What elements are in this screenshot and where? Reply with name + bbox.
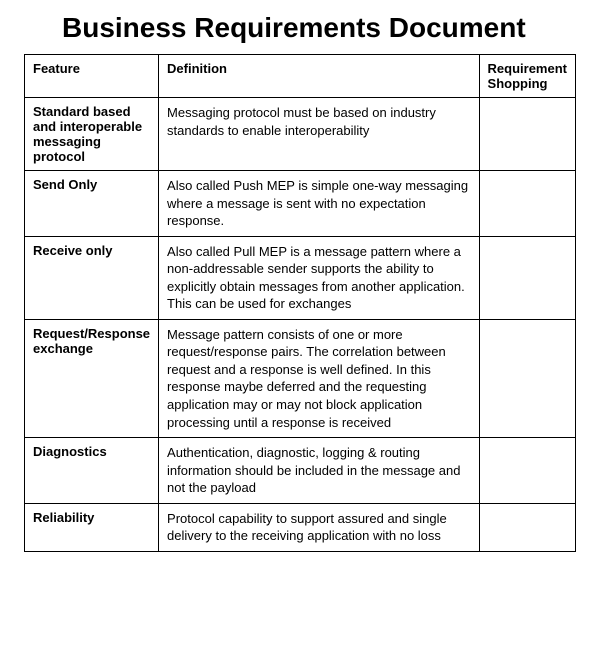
table-header-row: Feature Definition Requirement Shopping [25,55,576,98]
definition-cell: Protocol capability to support assured a… [159,503,479,551]
table-row: Standard based and interoperable messagi… [25,98,576,171]
requirement-cell [479,503,575,551]
definition-cell: Also called Pull MEP is a message patter… [159,236,479,319]
feature-cell: Reliability [25,503,159,551]
requirement-cell [479,438,575,504]
feature-cell: Receive only [25,236,159,319]
feature-cell: Diagnostics [25,438,159,504]
table-row: Send OnlyAlso called Push MEP is simple … [25,171,576,237]
feature-cell: Request/Response exchange [25,319,159,437]
definition-cell: Also called Push MEP is simple one-way m… [159,171,479,237]
table-row: ReliabilityProtocol capability to suppor… [25,503,576,551]
requirements-table: Feature Definition Requirement Shopping … [24,54,576,552]
requirement-cell [479,236,575,319]
table-row: Request/Response exchangeMessage pattern… [25,319,576,437]
feature-cell: Send Only [25,171,159,237]
requirement-cell [479,319,575,437]
feature-cell: Standard based and interoperable messagi… [25,98,159,171]
table-row: Receive onlyAlso called Pull MEP is a me… [25,236,576,319]
requirement-cell [479,98,575,171]
definition-cell: Authentication, diagnostic, logging & ro… [159,438,479,504]
column-header-definition: Definition [159,55,479,98]
requirement-cell [479,171,575,237]
page-title: Business Requirements Document [24,12,576,44]
definition-cell: Message pattern consists of one or more … [159,319,479,437]
definition-cell: Messaging protocol must be based on indu… [159,98,479,171]
column-header-feature: Feature [25,55,159,98]
column-header-requirement: Requirement Shopping [479,55,575,98]
table-row: DiagnosticsAuthentication, diagnostic, l… [25,438,576,504]
